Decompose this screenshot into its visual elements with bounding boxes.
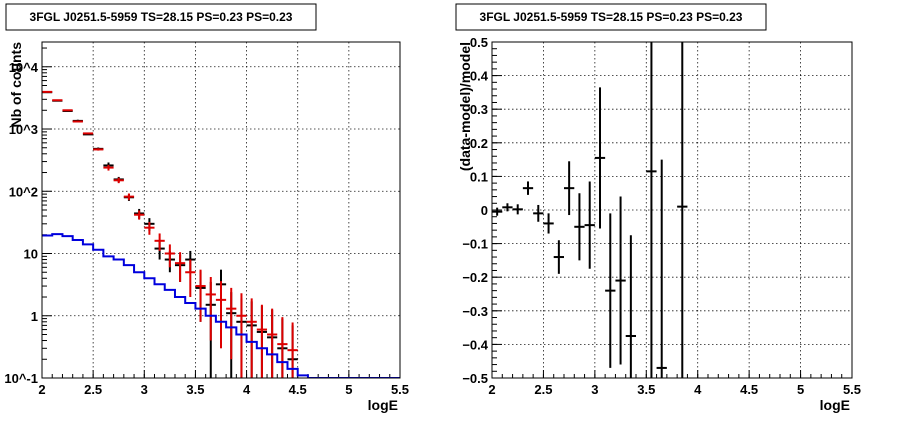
model-point [226, 287, 237, 360]
series-group [492, 42, 688, 378]
x-tick-label: 2.5 [84, 382, 102, 397]
y-tick-label: −0.5 [462, 371, 488, 386]
x-tick-label: 5 [345, 382, 352, 397]
x-tick-label: 3 [591, 382, 598, 397]
y-tick-label: 10^4 [9, 60, 39, 75]
model-point [113, 177, 124, 184]
x-tick-label: 4.5 [740, 382, 758, 397]
plot-frame [41, 41, 401, 379]
y-axis-label: Nb of counts [8, 42, 24, 128]
model-point [246, 298, 257, 378]
x-tick-label: 4 [694, 382, 702, 397]
y-tick-label: 0 [481, 203, 488, 218]
y-tick-label: −0.4 [462, 337, 488, 352]
x-tick-label: 2 [38, 382, 45, 397]
y-tick-label: −0.2 [462, 270, 488, 285]
data-point [625, 235, 636, 378]
model-point [236, 293, 247, 378]
y-tick-label: 0.3 [470, 102, 488, 117]
data-point [605, 213, 616, 368]
y-tick-label: 0.1 [470, 169, 488, 184]
data-point [522, 181, 534, 195]
data-point [656, 159, 667, 378]
data-point [564, 161, 575, 216]
data-point [574, 193, 585, 261]
x-tick-label: 2 [488, 382, 495, 397]
y-tick-label: 1 [31, 309, 38, 324]
chart-title: 3FGL J0251.5-5959 TS=28.15 PS=0.23 PS=0.… [30, 10, 293, 24]
y-tick-label: 10^2 [9, 184, 38, 199]
model-point [123, 193, 135, 201]
residuals-panel: 3FGL J0251.5-5959 TS=28.15 PS=0.23 PS=0.… [455, 3, 861, 413]
model-point [144, 222, 155, 235]
y-tick-label: −0.3 [462, 304, 488, 319]
model-point [195, 269, 206, 322]
data-point [594, 87, 606, 229]
x-tick-label: 3 [141, 382, 148, 397]
chart-title: 3FGL J0251.5-5959 TS=28.15 PS=0.23 PS=0.… [480, 10, 743, 24]
series-group [42, 90, 400, 378]
model-point [93, 148, 104, 151]
model-point [154, 233, 165, 251]
y-tick-label: 10^3 [9, 122, 38, 137]
model-point [205, 276, 216, 341]
y-tick-label: 10^-1 [4, 371, 38, 386]
model-point [164, 244, 175, 268]
chart-title-box [455, 3, 767, 31]
x-tick-label: 4.5 [289, 382, 307, 397]
data-point [553, 240, 564, 274]
x-axis-label: logE [820, 397, 850, 413]
model-point [267, 308, 278, 378]
y-tick-label: −0.1 [462, 237, 488, 252]
model-point [174, 252, 186, 282]
x-tick-label: 3.5 [186, 382, 204, 397]
chart-title-box [5, 3, 317, 31]
y-tick-label: 0.5 [470, 35, 488, 50]
data-point [512, 204, 523, 215]
x-tick-label: 3.5 [637, 382, 655, 397]
x-tick-label: 2.5 [534, 382, 552, 397]
y-tick-label: 0.2 [470, 136, 488, 151]
model-point [185, 259, 196, 298]
x-axis-label: logE [368, 397, 398, 413]
x-tick-label: 5.5 [843, 382, 861, 397]
x-tick-label: 5 [797, 382, 804, 397]
data-point [677, 42, 688, 378]
plot-frame [491, 41, 853, 379]
x-tick-label: 4 [243, 382, 251, 397]
data-point [502, 203, 513, 212]
model-step-line [42, 233, 400, 378]
data-point [533, 204, 544, 222]
counts-panel: 3FGL J0251.5-5959 TS=28.15 PS=0.23 PS=0.… [4, 3, 409, 413]
model-point [256, 304, 268, 378]
y-tick-label: 0.4 [470, 69, 489, 84]
model-point [103, 164, 114, 171]
y-tick-label: 10 [24, 247, 38, 262]
data-point [584, 181, 595, 269]
x-tick-label: 5.5 [391, 382, 409, 397]
y-axis-label: (data-model)/model [457, 42, 473, 171]
model-point [134, 210, 145, 220]
data-point [492, 207, 503, 216]
model-point [277, 317, 288, 378]
model-point [215, 281, 227, 349]
data-point [646, 42, 657, 378]
data-point [543, 213, 554, 234]
data-point [615, 196, 626, 365]
